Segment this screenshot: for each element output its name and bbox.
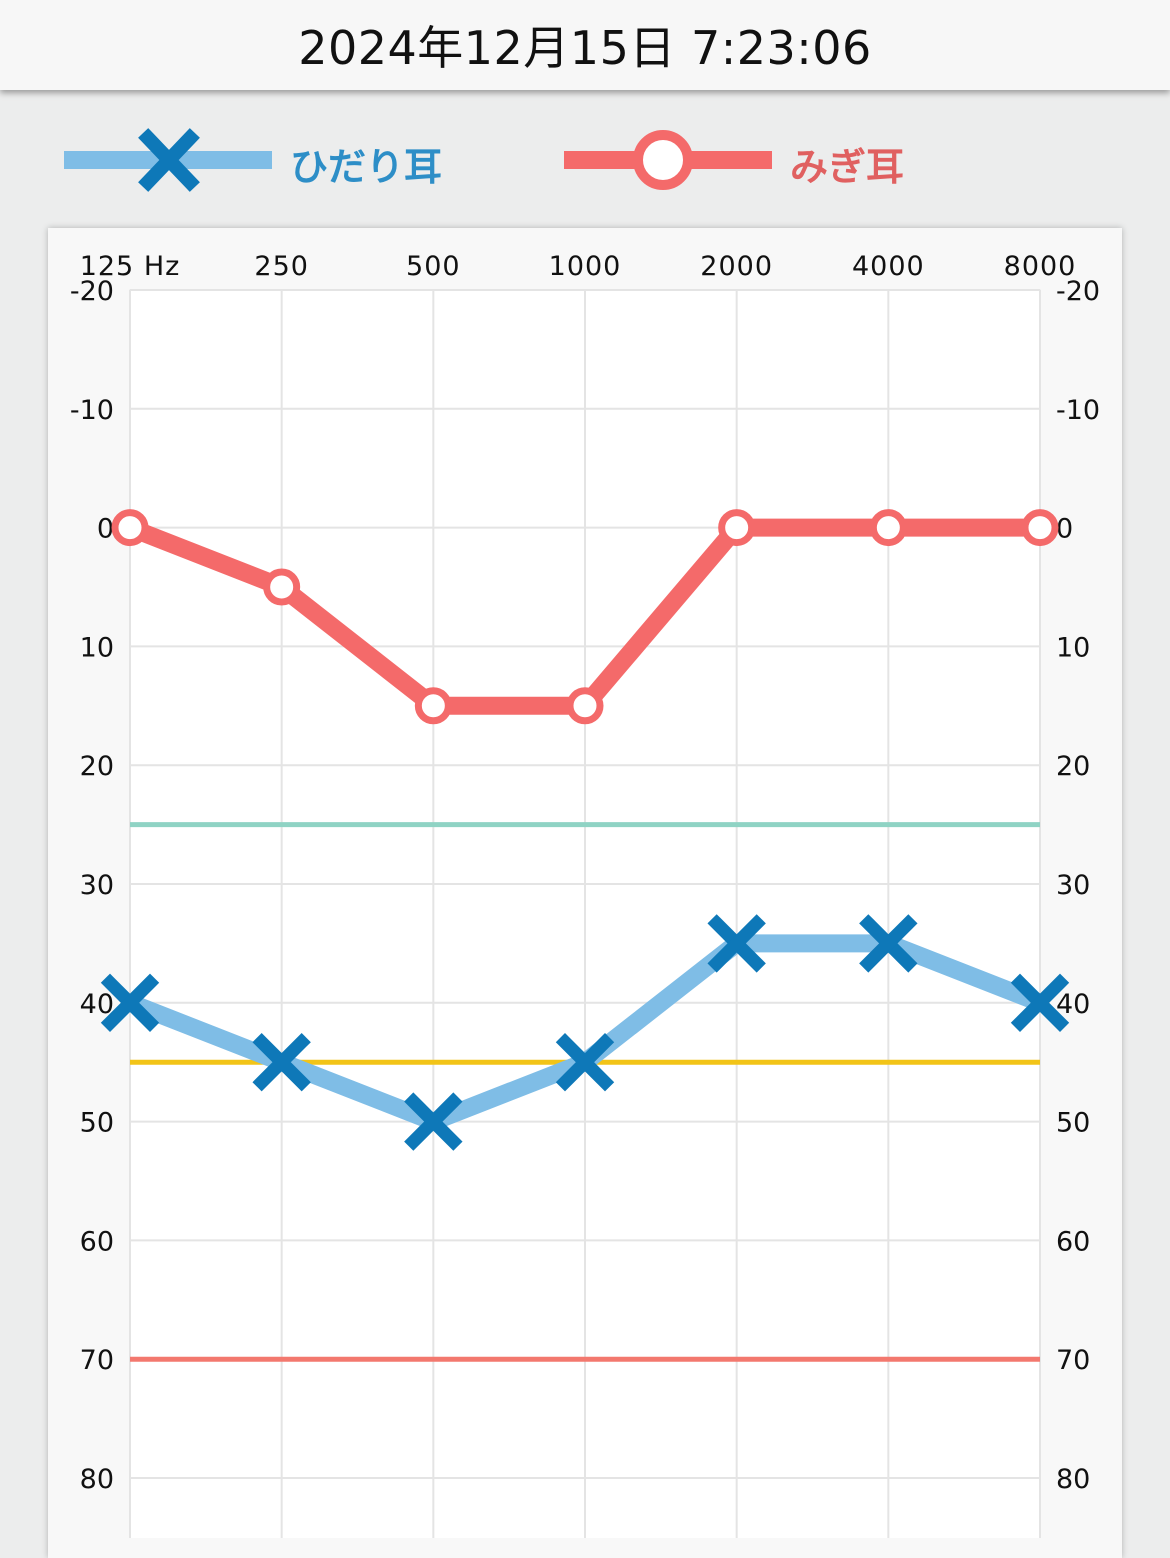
y-tick-label-right: 60 — [1056, 1226, 1090, 1257]
x-tick-label: 2000 — [700, 251, 773, 282]
legend-item-left: ひだり耳 — [60, 110, 480, 210]
y-tick-label-left: 80 — [80, 1464, 114, 1495]
y-tick-label-right: 10 — [1056, 632, 1090, 663]
y-tick-label-right: -10 — [1056, 395, 1100, 426]
y-tick-label-right: 40 — [1056, 989, 1090, 1020]
x-tick-label: 8000 — [1004, 251, 1077, 282]
legend-item-right: みぎ耳 — [560, 110, 980, 210]
y-tick-label-right: -20 — [1056, 276, 1100, 307]
y-tick-label-right: 30 — [1056, 870, 1090, 901]
legend-label-left: ひだり耳 — [290, 145, 443, 189]
x-tick-label: 1000 — [549, 251, 622, 282]
data-point-circle-marker — [263, 568, 301, 606]
y-tick-label-right: 0 — [1056, 514, 1073, 545]
y-tick-label-left: 10 — [80, 632, 114, 663]
y-tick-label-left: 40 — [80, 989, 114, 1020]
y-tick-label-right: 80 — [1056, 1464, 1090, 1495]
data-point-x-marker — [404, 1092, 463, 1151]
y-tick-label-left: 30 — [80, 870, 114, 901]
y-tick-label-right: 20 — [1056, 751, 1090, 782]
data-point-circle-marker — [566, 687, 604, 725]
right-ear-circle-icon — [564, 130, 772, 190]
left-ear-x-icon — [64, 128, 272, 192]
y-tick-label-left: -20 — [70, 276, 114, 307]
y-tick-label-left: -10 — [70, 395, 114, 426]
data-point-x-marker — [555, 1033, 615, 1092]
data-point-x-marker — [707, 914, 766, 973]
data-point-circle-marker — [414, 687, 452, 725]
data-point-x-marker — [252, 1033, 311, 1092]
header-bar: 2024年12月15日 7:23:06 — [0, 0, 1170, 90]
data-point-circle-marker — [111, 509, 149, 547]
audiogram-card: 125 Hz 250 500 1000 2000 4000 8000 -20 -20 -10 -10… — [48, 228, 1122, 1558]
y-tick-label-right: 50 — [1056, 1108, 1090, 1139]
y-tick-label-left: 20 — [80, 751, 114, 782]
data-point-circle-marker — [1021, 509, 1059, 547]
timestamp: 2024年12月15日 7:23:06 — [298, 21, 872, 75]
legend-label-right: みぎ耳 — [790, 145, 905, 189]
y-tick-label-left: 50 — [80, 1108, 114, 1139]
x-tick-label: 4000 — [852, 251, 925, 282]
data-point-x-marker — [859, 914, 918, 973]
data-point-circle-marker — [869, 509, 907, 547]
x-tick-label: 250 — [254, 251, 309, 282]
data-point-circle-marker — [718, 509, 756, 547]
y-tick-label-right: 70 — [1056, 1345, 1090, 1376]
audiogram-chart: 125 Hz 250 500 1000 2000 4000 8000-20 -20-10 -10… — [70, 251, 1100, 1538]
data-point-x-marker — [100, 973, 160, 1032]
data-point-x-marker — [1010, 973, 1070, 1032]
x-tick-label: 125 Hz — [80, 251, 181, 282]
y-tick-label-left: 70 — [80, 1345, 114, 1376]
y-tick-label-left: 0 — [97, 514, 114, 545]
legend: ひだり耳 みぎ耳 — [0, 110, 1170, 210]
x-tick-label: 500 — [406, 251, 461, 282]
y-tick-label-left: 60 — [80, 1226, 114, 1257]
